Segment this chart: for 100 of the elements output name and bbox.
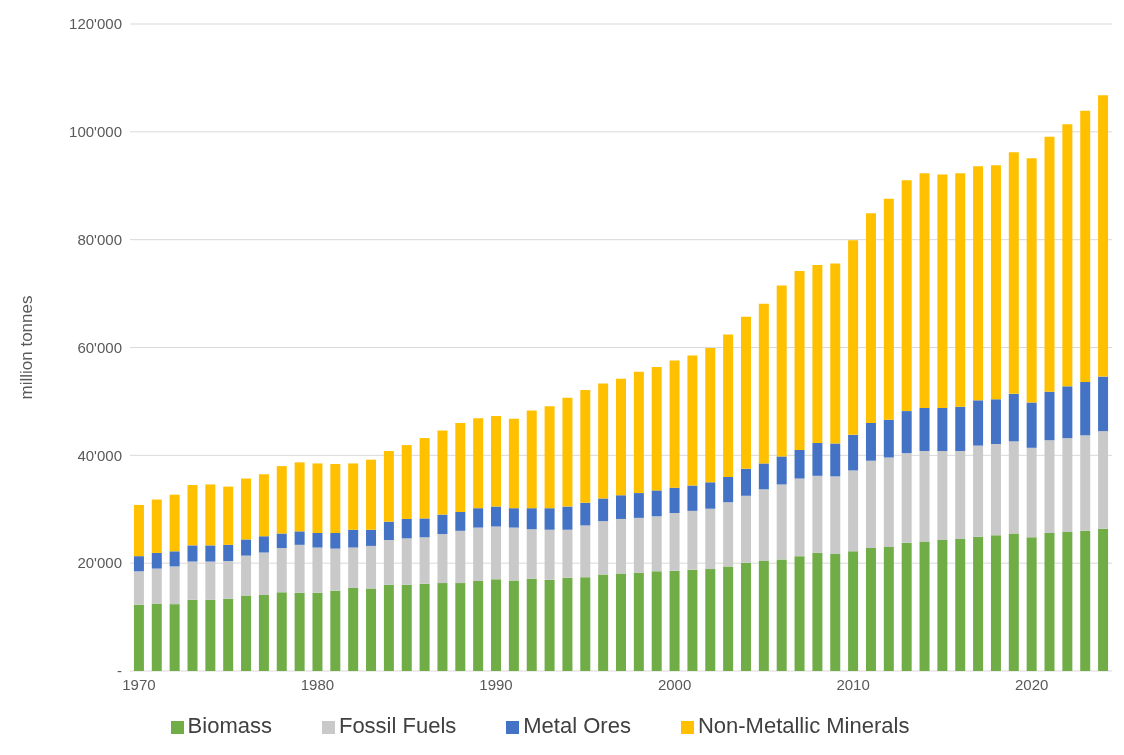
bar bbox=[1062, 386, 1073, 439]
bar bbox=[151, 603, 162, 671]
bar bbox=[687, 510, 698, 570]
bar bbox=[758, 489, 769, 562]
bar bbox=[937, 451, 948, 540]
bar bbox=[1098, 528, 1109, 671]
bar bbox=[794, 449, 805, 479]
bar bbox=[330, 532, 341, 549]
bar bbox=[419, 518, 430, 538]
bar bbox=[705, 569, 716, 671]
y-tick-label: - bbox=[117, 662, 122, 680]
legend-label: Non-Metallic Minerals bbox=[697, 713, 910, 738]
bar bbox=[562, 397, 573, 507]
bar bbox=[723, 566, 734, 671]
bar bbox=[580, 577, 591, 671]
bar bbox=[419, 438, 430, 519]
bar bbox=[1098, 376, 1109, 432]
bar bbox=[848, 470, 859, 552]
bar bbox=[1044, 532, 1055, 671]
bar bbox=[651, 490, 662, 517]
bar bbox=[294, 462, 305, 532]
bar bbox=[990, 535, 1001, 671]
bar bbox=[276, 466, 287, 534]
y-axis-title: million tonnes bbox=[17, 295, 37, 400]
bar bbox=[901, 453, 912, 543]
bar bbox=[955, 173, 966, 407]
bar bbox=[258, 594, 269, 671]
bar bbox=[187, 561, 198, 600]
bar bbox=[508, 527, 519, 581]
legend-label: Fossil Fuels bbox=[338, 713, 457, 738]
bar bbox=[705, 348, 716, 483]
bar bbox=[437, 514, 448, 535]
bar bbox=[455, 422, 466, 512]
bar bbox=[723, 476, 734, 503]
bar bbox=[883, 419, 894, 458]
bar bbox=[419, 537, 430, 584]
bar bbox=[633, 517, 644, 573]
bar bbox=[241, 555, 252, 596]
bar bbox=[294, 544, 305, 593]
bar bbox=[491, 579, 502, 671]
bar bbox=[205, 599, 216, 671]
bar bbox=[955, 451, 966, 539]
bar bbox=[491, 526, 502, 580]
bar bbox=[1062, 124, 1073, 387]
bar bbox=[330, 548, 341, 591]
bar bbox=[312, 592, 323, 671]
bar bbox=[865, 422, 876, 461]
x-tick-label: 1980 bbox=[300, 675, 335, 693]
bar bbox=[562, 529, 573, 578]
y-tick-label: 40'000 bbox=[77, 446, 122, 464]
bar bbox=[366, 459, 377, 530]
bar bbox=[1026, 158, 1037, 403]
bar bbox=[723, 334, 734, 477]
bar bbox=[169, 551, 180, 567]
bar bbox=[883, 457, 894, 547]
bar bbox=[990, 399, 1001, 445]
bar bbox=[669, 360, 680, 488]
bar bbox=[455, 511, 466, 531]
bar bbox=[580, 390, 591, 503]
bar bbox=[1080, 382, 1091, 436]
bar bbox=[598, 498, 609, 522]
bar bbox=[169, 494, 180, 552]
bar bbox=[973, 166, 984, 401]
bar bbox=[169, 604, 180, 671]
bar bbox=[687, 569, 698, 671]
bar bbox=[1080, 435, 1091, 531]
bar bbox=[812, 475, 823, 553]
bar bbox=[937, 539, 948, 671]
bar bbox=[1080, 530, 1091, 671]
bar bbox=[1098, 431, 1109, 529]
bar bbox=[223, 544, 234, 562]
bar bbox=[241, 478, 252, 540]
bar bbox=[383, 584, 394, 671]
bar bbox=[616, 378, 626, 496]
bar bbox=[1026, 402, 1037, 448]
bar bbox=[633, 493, 644, 518]
bar bbox=[526, 529, 537, 579]
bar bbox=[758, 561, 769, 671]
bar bbox=[955, 406, 966, 452]
bar bbox=[294, 531, 305, 545]
bar bbox=[276, 533, 287, 549]
bar bbox=[901, 411, 912, 454]
bar bbox=[223, 561, 234, 599]
bar bbox=[919, 451, 930, 542]
bar bbox=[776, 484, 787, 560]
bar bbox=[544, 579, 555, 671]
bar bbox=[955, 538, 966, 671]
bar bbox=[491, 506, 502, 527]
bar bbox=[205, 484, 216, 546]
legend-label: Metal Ores bbox=[523, 713, 631, 738]
y-tick-label: 60'000 bbox=[77, 338, 122, 356]
bar bbox=[348, 529, 359, 548]
bar bbox=[473, 527, 484, 581]
bar bbox=[366, 529, 377, 546]
bar bbox=[312, 547, 323, 593]
bar bbox=[937, 407, 948, 452]
bar bbox=[1098, 95, 1109, 377]
bar bbox=[758, 463, 769, 490]
bar bbox=[616, 518, 626, 574]
bar bbox=[276, 548, 287, 593]
